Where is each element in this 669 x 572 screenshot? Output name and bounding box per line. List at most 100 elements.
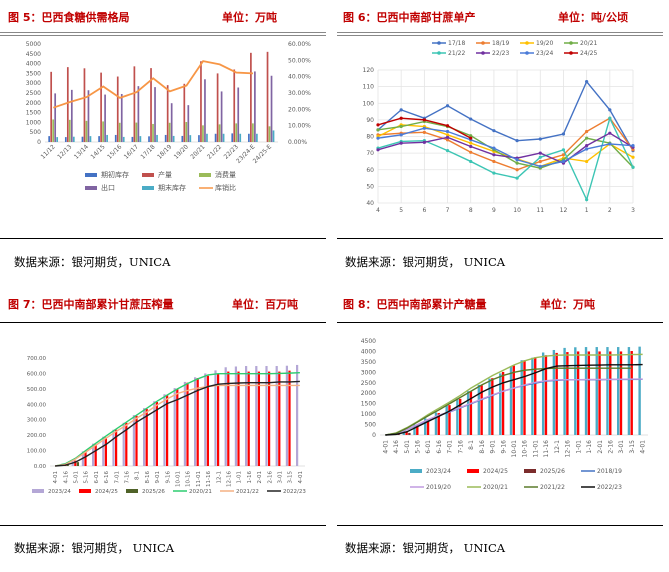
bar-2024/25	[576, 351, 580, 435]
point-18/19	[422, 130, 426, 134]
bar-产量	[66, 67, 69, 142]
legend-marker	[437, 51, 441, 55]
x-tick-label: 10	[513, 207, 521, 214]
bar-出口	[54, 93, 57, 142]
y2-tick-label: 30.00%	[288, 90, 311, 97]
legend-label: 23/24	[536, 50, 553, 57]
bar-消费量	[118, 122, 121, 142]
y-tick-label: 1500	[26, 110, 41, 117]
bar-2023/24	[466, 391, 470, 435]
bar-2023/24	[122, 422, 125, 466]
x-tick-label: 5-01	[74, 471, 80, 483]
x-tick-label: 8	[469, 207, 473, 214]
bar-2024/25	[247, 371, 250, 466]
bar-2024/25	[135, 415, 138, 466]
x-tick-label: 11	[536, 207, 544, 214]
x-tick-label: 4	[376, 207, 380, 214]
x-tick-label: 24/25-E	[252, 143, 274, 165]
bar-消费量	[68, 119, 71, 142]
bar-期初库存	[131, 136, 134, 142]
legend-label: 22/23	[492, 50, 509, 57]
point-23/24	[445, 129, 450, 134]
point-17/18	[561, 132, 566, 136]
point-17/18	[515, 139, 519, 143]
bar-消费量	[135, 122, 138, 142]
point-21/22	[538, 155, 542, 159]
point-17/18	[608, 108, 612, 112]
figure-5-source: 数据来源：银河期货，UNICA	[14, 255, 171, 269]
point-23/24	[422, 126, 426, 130]
legend-label: 期末库存	[158, 183, 186, 192]
x-tick-label: 4-01	[382, 440, 389, 454]
bar-2024/25	[196, 378, 199, 466]
bar-2023/24	[102, 436, 105, 466]
y-tick-label: 90	[366, 117, 374, 124]
legend-swatch	[85, 186, 97, 190]
divider	[337, 322, 663, 323]
bar-2023/24	[574, 347, 577, 435]
y2-tick-label: 60.00%	[288, 41, 311, 48]
bar-2024/25	[257, 371, 261, 466]
y-tick-label: 5000	[26, 41, 41, 48]
x-tick-label: 6	[422, 207, 426, 214]
bar-2023/24	[92, 443, 95, 466]
legend-swatch	[142, 173, 154, 177]
divider	[0, 238, 326, 239]
legend-label: 2021/22	[236, 489, 259, 495]
bar-2024/25	[544, 355, 548, 435]
y2-tick-label: 40.00%	[288, 74, 311, 81]
line-2022/23	[55, 380, 300, 467]
bar-2023/24	[296, 364, 299, 466]
point-21/22	[469, 159, 473, 164]
point-18/19	[515, 168, 519, 172]
bar-期初库存	[114, 134, 117, 142]
legend-label: 2019/20	[426, 484, 451, 491]
bar-2024/25	[630, 351, 633, 435]
point-20/21	[399, 124, 403, 129]
bar-消费量	[168, 122, 171, 142]
x-tick-label: 3-15	[629, 440, 636, 454]
line-2020/21	[385, 353, 643, 436]
x-tick-label: 17/18	[139, 143, 156, 160]
bar-产量	[83, 68, 86, 142]
chart-fig5-supply-demand: 0 500 1000 1500 2000 2500 3000 3500 4000 4500 5000…	[26, 41, 311, 192]
figure-5-unit: 单位：万吨	[222, 11, 277, 24]
legend-label: 期初库存	[101, 170, 129, 179]
x-tick-label: 10-16	[186, 471, 192, 487]
point-17/18	[585, 80, 589, 84]
bar-2024/25	[176, 388, 179, 466]
point-23/24	[585, 147, 589, 151]
bar-2023/24	[477, 384, 481, 435]
bar-2024/25	[512, 365, 515, 435]
bar-期初库存	[231, 133, 234, 142]
legend-swatch	[79, 489, 91, 493]
x-tick-label: 12-16	[227, 471, 233, 487]
line-2019/20	[385, 378, 643, 436]
y-tick-label: 4000	[361, 348, 376, 355]
x-tick-label: 14/15	[89, 143, 106, 160]
point-22/23	[469, 144, 473, 149]
y2-tick-label: 10.00%	[288, 123, 311, 130]
bar-出口	[270, 75, 273, 142]
bar-出口	[87, 90, 90, 142]
bar-产量	[116, 76, 119, 142]
y-tick-label: 40	[366, 200, 374, 207]
x-tick-label: 5	[399, 207, 403, 214]
x-tick-label: 7-01	[114, 471, 120, 483]
point-19/20	[469, 141, 473, 145]
bar-2023/24	[285, 365, 289, 466]
x-tick-label: 19/20	[173, 143, 190, 160]
bar-2023/24	[531, 357, 534, 435]
bar-2023/24	[638, 346, 641, 435]
legend-swatch	[142, 186, 154, 190]
x-tick-label: 12	[560, 207, 568, 214]
y-tick-label: 4000	[26, 61, 41, 68]
legend-label: 2025/26	[142, 489, 165, 495]
bar-期末库存	[272, 130, 275, 142]
legend-label: 2025/26	[540, 468, 565, 475]
bar-2024/25	[587, 351, 591, 435]
x-tick-label: 3-15	[288, 471, 294, 484]
bar-2023/24	[173, 388, 176, 466]
x-tick-label: 21/22	[206, 143, 223, 160]
